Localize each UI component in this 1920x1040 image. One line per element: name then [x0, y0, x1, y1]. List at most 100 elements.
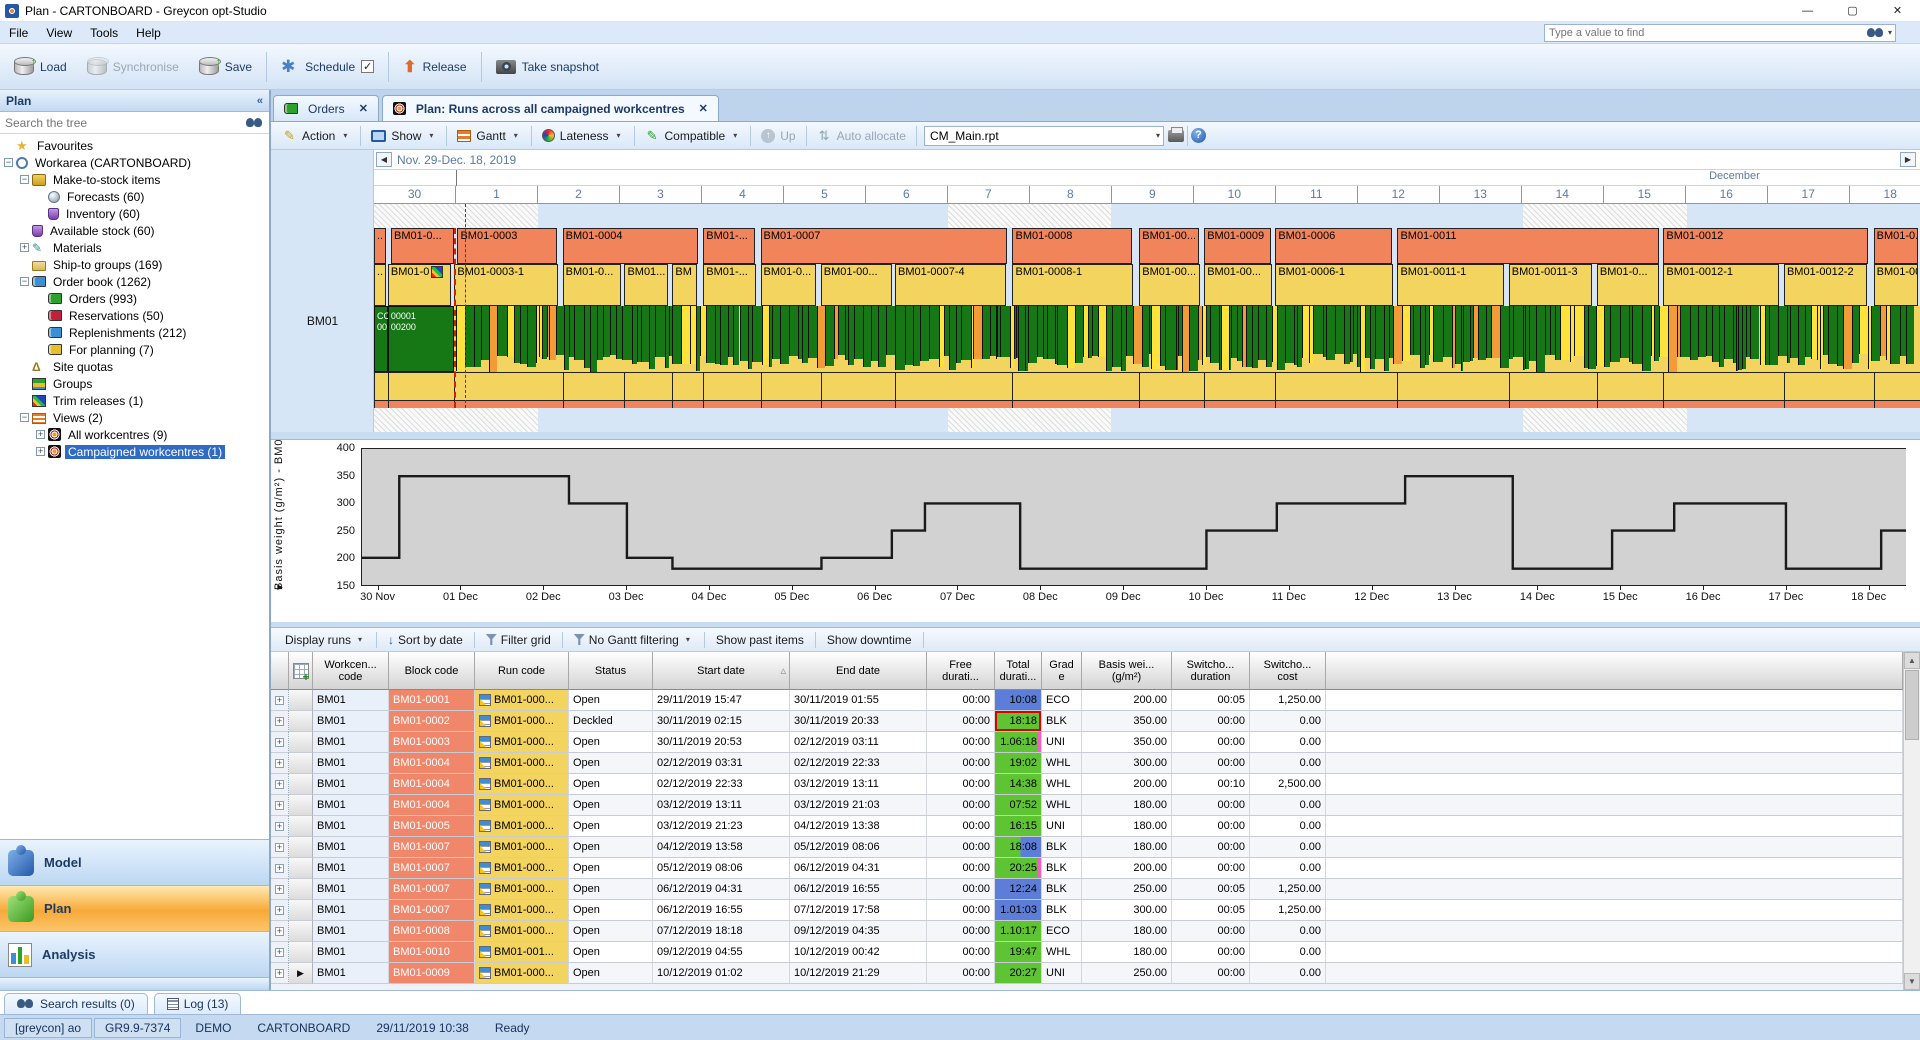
tree-item-ship-to-groups-169[interactable]: Ship-to groups (169) [4, 256, 269, 273]
order-stripe[interactable] [1810, 306, 1817, 360]
order-stripe[interactable] [752, 306, 762, 363]
row-expand-cell[interactable]: + [271, 900, 289, 921]
gantt-block-BM010006[interactable]: BM01-0006 [1275, 228, 1393, 264]
order-stripe[interactable] [1697, 306, 1706, 358]
cell-free-duration[interactable]: 00:00 [927, 816, 995, 837]
order-stripe[interactable] [1402, 306, 1411, 361]
order-stripe[interactable] [1596, 306, 1604, 367]
cell-start-date[interactable]: 30/11/2019 02:15 [653, 711, 790, 732]
gantt-day-3[interactable]: 3 [620, 186, 702, 203]
order-stripe[interactable] [1236, 306, 1242, 361]
order-stripe[interactable] [1057, 306, 1068, 365]
sort-by-date-button[interactable]: ↓ Sort by date [380, 630, 471, 650]
cell-end-date[interactable]: 10/12/2019 21:29 [790, 963, 927, 984]
tree-expand-icon[interactable]: + [20, 242, 29, 252]
order-stripe[interactable] [1018, 306, 1026, 372]
cell-end-date[interactable]: 09/12/2019 04:35 [790, 921, 927, 942]
order-stripe[interactable] [1201, 306, 1206, 365]
row-expand-cell[interactable]: + [271, 921, 289, 942]
order-stripe[interactable] [1805, 306, 1811, 358]
order-stripe[interactable] [1651, 306, 1655, 356]
table-row[interactable]: + BM01 BM01-0007 BM01-000... Open 06/12/2019 … [271, 900, 1903, 921]
order-stripe[interactable] [640, 306, 649, 362]
row-expand-cell[interactable]: + [271, 732, 289, 753]
row-selector-cell[interactable]: ▶ [289, 963, 313, 984]
cell-run-code[interactable]: BM01-000... [475, 963, 569, 984]
column-header-basis-wei-[interactable]: Basis wei... (g/m²) [1082, 652, 1172, 690]
order-stripe[interactable] [1588, 306, 1597, 370]
gantt-block-BM010012[interactable]: BM01-0012 [1663, 228, 1869, 264]
order-stripe[interactable] [920, 306, 930, 362]
cell-switchover-cost[interactable]: 0.00 [1250, 795, 1326, 816]
order-stripe[interactable] [1126, 306, 1134, 356]
menu-file[interactable]: File [9, 25, 29, 40]
order-stripe[interactable] [1478, 306, 1486, 361]
cell-switchover-duration[interactable]: 00:00 [1172, 711, 1250, 732]
expand-plus-icon[interactable]: + [275, 757, 284, 768]
table-row[interactable]: + BM01 BM01-0005 BM01-000... Open 03/12/2019 … [271, 816, 1903, 837]
gantt-body[interactable]: .. BM01-0... BM01-0003 BM01-0004 BM01-... BM0… [374, 204, 1920, 432]
gantt-day-30[interactable]: 30 [374, 186, 456, 203]
order-stripe[interactable] [637, 306, 641, 363]
order-stripe[interactable] [1429, 306, 1433, 355]
gantt-run-BM[interactable]: BM [672, 264, 698, 306]
show-button[interactable]: Show ▾ [364, 125, 443, 147]
cell-block-code[interactable]: BM01-0002 [389, 711, 475, 732]
cell-basis-weight[interactable]: 180.00 [1082, 921, 1172, 942]
gantt-run-BM0100061[interactable]: BM01-0006-1 [1275, 264, 1393, 306]
order-stripe[interactable] [1205, 306, 1211, 358]
gantt-block-BM010003[interactable]: BM01-0003 [457, 228, 558, 264]
gantt-block-BM010[interactable]: BM01-0... [1873, 228, 1918, 264]
cell-switchover-duration[interactable]: 00:05 [1172, 900, 1250, 921]
order-stripe[interactable] [1868, 306, 1872, 370]
tree-item-for-planning-7[interactable]: For planning (7) [4, 341, 269, 358]
cell-workcentre-code[interactable]: BM01 [313, 753, 389, 774]
cell-switchover-cost[interactable]: 0.00 [1250, 963, 1326, 984]
cell-grade[interactable]: UNI [1042, 816, 1082, 837]
order-stripe[interactable] [1798, 306, 1806, 366]
order-stripe[interactable] [913, 306, 921, 366]
table-row[interactable]: + BM01 BM01-0007 BM01-000... Open 04/12/2019 … [271, 837, 1903, 858]
cell-switchover-duration[interactable]: 00:00 [1172, 732, 1250, 753]
gantt-day-8[interactable]: 8 [1030, 186, 1112, 203]
order-stripe[interactable] [1277, 306, 1285, 371]
cell-status[interactable]: Open [569, 690, 653, 711]
order-stripe[interactable] [1885, 306, 1891, 360]
cell-block-code[interactable]: BM01-0001 [389, 690, 475, 711]
cell-end-date[interactable]: 10/12/2019 00:42 [790, 942, 927, 963]
cell-run-code[interactable]: BM01-000... [475, 858, 569, 879]
gantt-block-BM010011[interactable]: BM01-0011 [1397, 228, 1660, 264]
gantt-run-BM0100[interactable]: BM01-00... [1873, 264, 1919, 306]
gantt-orders-band[interactable]: CC 00 00001 00200 [374, 306, 1920, 372]
order-stripe[interactable] [1469, 306, 1474, 362]
cell-run-code[interactable]: BM01-000... [475, 774, 569, 795]
order-stripe[interactable] [1460, 306, 1464, 372]
gantt-day-13[interactable]: 13 [1440, 186, 1522, 203]
row-expand-cell[interactable]: + [271, 690, 289, 711]
cell-start-date[interactable]: 03/12/2019 21:23 [653, 816, 790, 837]
cell-end-date[interactable]: 02/12/2019 22:33 [790, 753, 927, 774]
order-stripe[interactable] [943, 306, 950, 357]
gantt-run-BM01[interactable]: BM01... [624, 264, 668, 306]
print-icon[interactable] [1167, 126, 1184, 142]
order-stripe[interactable] [664, 306, 670, 368]
nav-analysis-button[interactable]: Analysis [0, 932, 269, 978]
tree-item-orders-993[interactable]: Orders (993) [4, 290, 269, 307]
cell-switchover-duration[interactable]: 00:00 [1172, 837, 1250, 858]
order-stripe[interactable] [960, 306, 972, 360]
order-stripe[interactable] [616, 306, 622, 359]
row-selector-cell[interactable] [289, 816, 313, 837]
cell-free-duration[interactable]: 00:00 [927, 795, 995, 816]
nav-model-button[interactable]: Model [0, 840, 269, 886]
cell-total-duration[interactable]: 1.10:17 [995, 921, 1042, 942]
maximize-button[interactable]: ▢ [1847, 5, 1858, 17]
cell-start-date[interactable]: 09/12/2019 04:55 [653, 942, 790, 963]
order-stripe[interactable] [569, 306, 575, 357]
order-stripe[interactable] [1352, 306, 1357, 355]
expand-plus-icon[interactable]: + [275, 946, 284, 957]
no-gantt-filtering-button[interactable]: No Gantt filtering ▾ [566, 630, 701, 650]
expand-plus-icon[interactable]: + [275, 862, 284, 873]
cell-total-duration[interactable]: 10:08 [995, 690, 1042, 711]
cell-grade[interactable]: BLK [1042, 879, 1082, 900]
cell-total-duration[interactable]: 1.06:18 [995, 732, 1042, 753]
